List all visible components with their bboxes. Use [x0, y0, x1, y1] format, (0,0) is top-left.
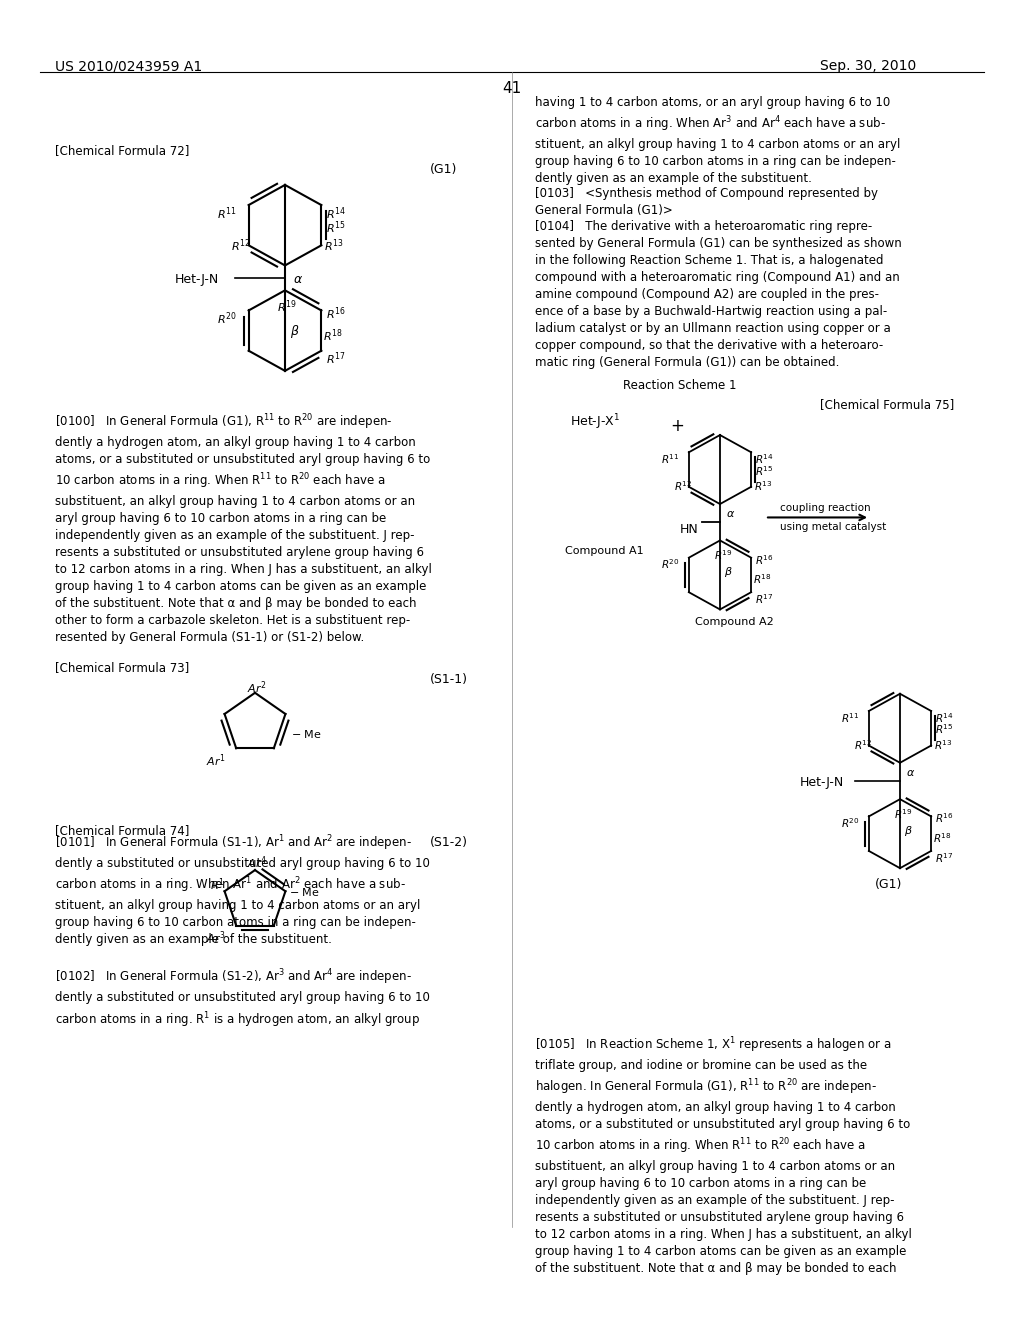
Text: [Chemical Formula 72]: [Chemical Formula 72] [55, 144, 189, 157]
Text: $R^{15}$: $R^{15}$ [935, 722, 953, 737]
Text: $R^{11}$: $R^{11}$ [660, 453, 679, 466]
Text: (S1-1): (S1-1) [430, 673, 468, 685]
Text: $R^{14}$: $R^{14}$ [755, 453, 774, 466]
Text: HN: HN [680, 523, 698, 536]
Text: $Ar^2$: $Ar^2$ [247, 680, 266, 696]
Text: $R^{12}$: $R^{12}$ [854, 738, 872, 751]
Text: $R^{14}$: $R^{14}$ [935, 711, 954, 725]
Text: $R^{12}$: $R^{12}$ [674, 479, 692, 492]
Text: [Chemical Formula 74]: [Chemical Formula 74] [55, 824, 189, 837]
Text: $Ar^3$: $Ar^3$ [206, 929, 226, 946]
Text: +: + [670, 417, 684, 434]
Text: $R^{13}$: $R^{13}$ [325, 238, 344, 255]
Text: $-$ Me: $-$ Me [291, 729, 322, 741]
Text: $R^{18}$: $R^{18}$ [324, 327, 343, 345]
Text: $R^{19}$: $R^{19}$ [714, 548, 733, 562]
Text: $R^{16}$: $R^{16}$ [755, 553, 774, 566]
Text: (G1): (G1) [430, 162, 458, 176]
Text: $Ar^4$: $Ar^4$ [247, 855, 267, 871]
Text: $R^{13}$: $R^{13}$ [934, 738, 953, 751]
Text: $R^{19}$: $R^{19}$ [894, 807, 912, 821]
Text: $R^{18}$: $R^{18}$ [754, 572, 772, 586]
Text: [0103]   <Synthesis method of Compound represented by
General Formula (G1)>: [0103] <Synthesis method of Compound rep… [535, 187, 878, 216]
Text: $R^{11}$: $R^{11}$ [217, 205, 237, 222]
Text: $R^{11}$: $R^{11}$ [841, 711, 859, 725]
Text: $R^{15}$: $R^{15}$ [755, 463, 774, 478]
Text: $R^1$: $R^1$ [210, 876, 224, 894]
Text: (S1-2): (S1-2) [430, 836, 468, 849]
Text: $R^{16}$: $R^{16}$ [327, 306, 346, 322]
Text: $R^{19}$: $R^{19}$ [278, 298, 297, 314]
Text: Compound A1: Compound A1 [565, 546, 644, 556]
Text: $R^{18}$: $R^{18}$ [933, 830, 952, 845]
Text: Reaction Scheme 1: Reaction Scheme 1 [624, 379, 736, 392]
Text: $\alpha$: $\alpha$ [726, 508, 735, 519]
Text: Compound A2: Compound A2 [695, 618, 774, 627]
Text: $R^{14}$: $R^{14}$ [327, 205, 346, 222]
Text: having 1 to 4 carbon atoms, or an aryl group having 6 to 10
carbon atoms in a ri: having 1 to 4 carbon atoms, or an aryl g… [535, 96, 900, 185]
Text: $R^{17}$: $R^{17}$ [755, 593, 774, 606]
Text: (G1): (G1) [874, 878, 902, 891]
Text: $-$ Me: $-$ Me [290, 887, 321, 899]
Text: coupling reaction: coupling reaction [780, 503, 870, 513]
Text: $R^{17}$: $R^{17}$ [935, 851, 953, 865]
Text: $\beta$: $\beta$ [724, 565, 733, 579]
Text: Het-J-N: Het-J-N [800, 776, 844, 789]
Text: $\beta$: $\beta$ [904, 824, 912, 838]
Text: Sep. 30, 2010: Sep. 30, 2010 [820, 59, 916, 74]
Text: [Chemical Formula 73]: [Chemical Formula 73] [55, 661, 189, 675]
Text: using metal catalyst: using metal catalyst [780, 523, 886, 532]
Text: [Chemical Formula 75]: [Chemical Formula 75] [820, 397, 954, 411]
Text: $R^{15}$: $R^{15}$ [327, 219, 346, 236]
Text: US 2010/0243959 A1: US 2010/0243959 A1 [55, 59, 203, 74]
Text: $R^{20}$: $R^{20}$ [841, 817, 859, 830]
Text: Het-J-N: Het-J-N [175, 273, 219, 286]
Text: [0100]   In General Formula (G1), R$^{11}$ to R$^{20}$ are indepen-
dently a hyd: [0100] In General Formula (G1), R$^{11}$… [55, 412, 432, 644]
Text: $\alpha$: $\alpha$ [293, 273, 303, 286]
Text: $R^{17}$: $R^{17}$ [327, 351, 346, 367]
Text: $R^{12}$: $R^{12}$ [230, 238, 250, 255]
Text: $R^{20}$: $R^{20}$ [217, 310, 237, 327]
Text: [0105]   In Reaction Scheme 1, X$^1$ represents a halogen or a
triflate group, a: [0105] In Reaction Scheme 1, X$^1$ repre… [535, 1035, 912, 1275]
Text: [0104]   The derivative with a heteroaromatic ring repre-
sented by General Form: [0104] The derivative with a heteroaroma… [535, 220, 902, 370]
Text: 41: 41 [503, 82, 521, 96]
Text: $Ar^1$: $Ar^1$ [206, 752, 226, 768]
Text: [0101]   In General Formula (S1-1), Ar$^1$ and Ar$^2$ are indepen-
dently a subs: [0101] In General Formula (S1-1), Ar$^1$… [55, 834, 430, 946]
Text: $\alpha$: $\alpha$ [906, 767, 915, 777]
Text: $R^{20}$: $R^{20}$ [660, 557, 680, 572]
Text: $R^{16}$: $R^{16}$ [935, 812, 954, 825]
Text: $R^{13}$: $R^{13}$ [755, 479, 773, 492]
Text: [0102]   In General Formula (S1-2), Ar$^3$ and Ar$^4$ are indepen-
dently a subs: [0102] In General Formula (S1-2), Ar$^3$… [55, 968, 430, 1030]
Text: Het-J-X$^1$: Het-J-X$^1$ [570, 412, 621, 432]
Text: $\beta$: $\beta$ [290, 323, 300, 341]
